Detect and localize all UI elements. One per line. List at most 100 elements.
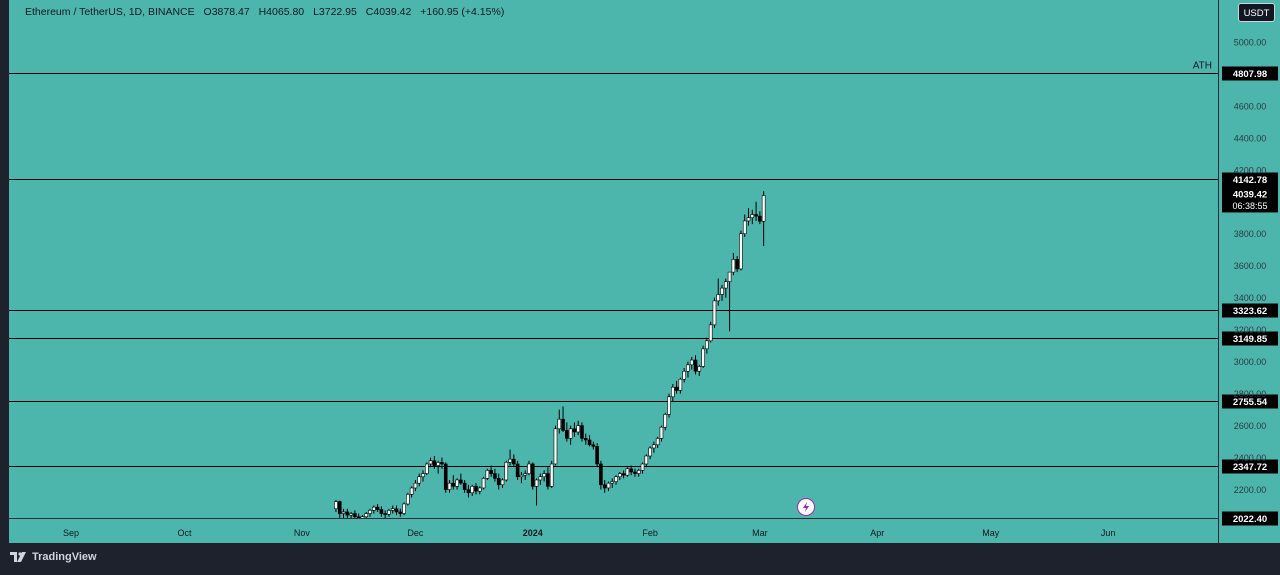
candle-body[interactable] xyxy=(742,220,747,235)
candle-body[interactable] xyxy=(739,233,743,270)
candle-body[interactable] xyxy=(364,513,369,518)
candle-body[interactable] xyxy=(379,509,384,514)
candle-body[interactable] xyxy=(424,463,429,474)
price-chart[interactable]: ATH xyxy=(9,0,1218,518)
candle-body[interactable] xyxy=(508,458,512,463)
candle-body[interactable] xyxy=(440,462,444,465)
candle-body[interactable] xyxy=(580,425,584,439)
candle-body[interactable] xyxy=(459,479,463,484)
candle-body[interactable] xyxy=(553,428,558,465)
candle-body[interactable] xyxy=(674,386,679,391)
candle-body[interactable] xyxy=(629,468,633,473)
candle-body[interactable] xyxy=(394,508,399,513)
candle-body[interactable] xyxy=(368,510,372,514)
candle-body[interactable] xyxy=(678,378,683,391)
candle-body[interactable] xyxy=(671,386,675,398)
candle-body[interactable] xyxy=(477,487,482,492)
candle-body[interactable] xyxy=(337,501,342,514)
candle-body[interactable] xyxy=(519,474,524,478)
candle-body[interactable] xyxy=(428,460,433,465)
candle-body[interactable] xyxy=(659,426,664,439)
candle-body[interactable] xyxy=(712,300,717,326)
candle-body[interactable] xyxy=(349,513,353,516)
candle-body[interactable] xyxy=(542,473,546,478)
candle-body[interactable] xyxy=(565,430,569,439)
candle-body[interactable] xyxy=(572,428,577,433)
tradingview-logo[interactable]: TradingView xyxy=(10,551,97,563)
candle-body[interactable] xyxy=(530,463,535,487)
candle-body[interactable] xyxy=(334,501,338,510)
candle-body[interactable] xyxy=(527,463,531,474)
candle-body[interactable] xyxy=(602,484,607,489)
candle-body[interactable] xyxy=(701,348,705,367)
candle-body[interactable] xyxy=(443,463,448,490)
candle-body[interactable] xyxy=(686,364,690,372)
candle-body[interactable] xyxy=(636,470,641,474)
currency-button[interactable]: USDT xyxy=(1238,3,1275,22)
candle-body[interactable] xyxy=(561,418,565,431)
candle-body[interactable] xyxy=(538,476,543,481)
candle-body[interactable] xyxy=(493,473,497,479)
candle-body[interactable] xyxy=(383,513,387,515)
candle-body[interactable] xyxy=(402,503,406,514)
candle-body[interactable] xyxy=(485,470,490,479)
candle-body[interactable] xyxy=(731,259,736,273)
candle-body[interactable] xyxy=(523,473,528,476)
plot-area[interactable]: ATH Ethereum / TetherUS, 1D, BINANCE O38… xyxy=(9,0,1218,518)
candle-body[interactable] xyxy=(697,366,702,372)
candle-body[interactable] xyxy=(595,446,599,465)
candle-body[interactable] xyxy=(413,482,418,489)
candle-body[interactable] xyxy=(387,510,391,515)
candle-body[interactable] xyxy=(606,482,611,489)
candle-body[interactable] xyxy=(708,324,713,342)
candle-body[interactable] xyxy=(409,487,414,495)
candle-body[interactable] xyxy=(341,511,346,514)
candle-body[interactable] xyxy=(716,294,721,302)
candle-body[interactable] xyxy=(417,476,422,484)
candle-body[interactable] xyxy=(470,486,475,494)
candle-body[interactable] xyxy=(587,439,592,446)
candle-body[interactable] xyxy=(500,479,505,486)
candle-body[interactable] xyxy=(398,511,403,514)
candle-body[interactable] xyxy=(735,259,739,270)
candle-body[interactable] xyxy=(356,516,361,518)
candle-body[interactable] xyxy=(360,516,365,518)
candle-body[interactable] xyxy=(727,271,732,282)
candle-body[interactable] xyxy=(375,506,380,510)
candle-body[interactable] xyxy=(451,482,456,487)
candle-body[interactable] xyxy=(462,482,467,490)
candle-body[interactable] xyxy=(720,287,724,295)
candle-body[interactable] xyxy=(474,486,478,492)
candle-body[interactable] xyxy=(667,396,671,415)
candle-body[interactable] xyxy=(591,444,596,447)
y-axis[interactable]: 4807.98 4142.78 3323.62 3149.85 2755.54 2347.… xyxy=(1218,0,1280,543)
candle-body[interactable] xyxy=(621,473,626,476)
candle-body[interactable] xyxy=(648,447,652,457)
candle-body[interactable] xyxy=(353,513,357,518)
candle-body[interactable] xyxy=(549,463,554,487)
candle-body[interactable] xyxy=(618,473,622,478)
candle-body[interactable] xyxy=(705,340,709,350)
candle-body[interactable] xyxy=(583,438,588,441)
candle-body[interactable] xyxy=(436,462,440,466)
candle-body[interactable] xyxy=(512,458,516,465)
candle-body[interactable] xyxy=(371,506,376,511)
candle-body[interactable] xyxy=(724,281,728,289)
candle-body[interactable] xyxy=(466,489,471,494)
candle-body[interactable] xyxy=(625,468,630,476)
candle-body[interactable] xyxy=(633,471,637,474)
candle-body[interactable] xyxy=(640,463,645,471)
candle-body[interactable] xyxy=(496,478,501,486)
candle-body[interactable] xyxy=(599,463,603,486)
candle-body[interactable] xyxy=(406,494,410,505)
candle-body[interactable] xyxy=(576,425,580,433)
candle-body[interactable] xyxy=(689,359,694,366)
candle-body[interactable] xyxy=(421,473,425,478)
candle-body[interactable] xyxy=(432,460,437,466)
candle-body[interactable] xyxy=(504,462,509,481)
x-axis[interactable]: Sep Oct Nov Dec 2024 Feb Mar Apr May Jun xyxy=(9,518,1218,544)
candle-body[interactable] xyxy=(754,214,758,217)
candle-body[interactable] xyxy=(515,463,520,478)
candle-body[interactable] xyxy=(614,476,618,482)
candle-body[interactable] xyxy=(455,479,459,487)
